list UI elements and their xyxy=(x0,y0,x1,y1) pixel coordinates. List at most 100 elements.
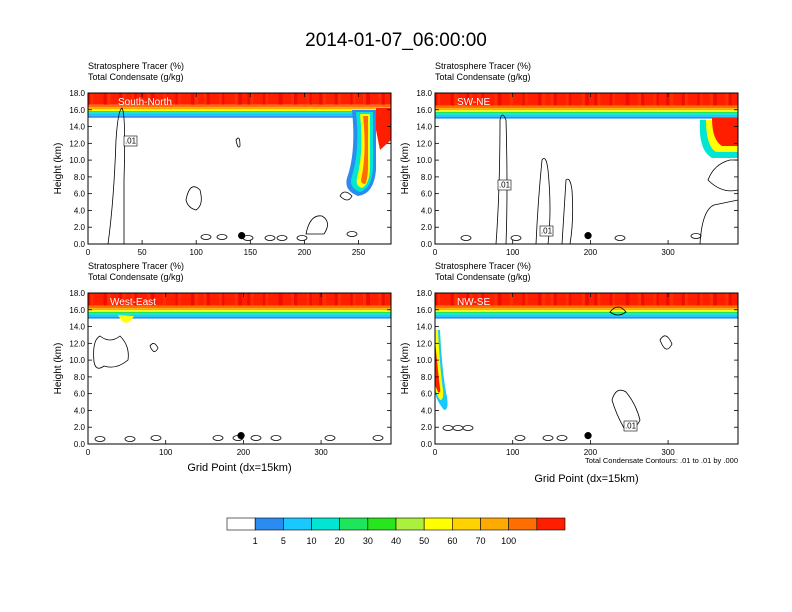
tracer-streak xyxy=(700,93,703,106)
y-tick-label: 12.0 xyxy=(69,339,85,348)
colorbar-swatch xyxy=(480,517,509,531)
tracer-streak xyxy=(366,93,371,105)
colorbar-swatch xyxy=(339,517,369,531)
x-tick-label: 100 xyxy=(506,448,520,457)
svg-text:.01: .01 xyxy=(125,137,137,146)
y-tick-label: 0.0 xyxy=(421,240,433,249)
tracer-streak xyxy=(569,93,572,106)
panel-name: NW-SE xyxy=(457,297,490,308)
tracer-streak xyxy=(150,293,155,306)
x-tick-label: 100 xyxy=(506,248,520,257)
location-marker xyxy=(237,432,245,440)
tracer-streak xyxy=(206,93,210,105)
tracer-band xyxy=(88,113,391,117)
colorbar-label: 70 xyxy=(475,536,485,546)
tracer-streak xyxy=(322,293,327,306)
contour-label: .01 xyxy=(123,135,138,147)
tracer-streak xyxy=(381,293,385,306)
tracer-streak xyxy=(453,93,458,106)
tracer-streak xyxy=(203,293,207,306)
tracer-streak xyxy=(353,93,356,105)
colorbar-label: 1 xyxy=(253,536,258,546)
tracer-streak xyxy=(613,293,616,306)
tracer-streak xyxy=(478,293,481,306)
y-tick-label: 2.0 xyxy=(421,423,433,432)
condensate-contours xyxy=(107,107,358,244)
tracer-streak xyxy=(247,93,251,105)
tracer-streak xyxy=(609,293,612,306)
condensate-contours xyxy=(93,335,384,442)
tracer-streak xyxy=(237,293,242,306)
tracer-band xyxy=(88,313,391,315)
colorbar: 1 5 10 20 30 40 50 60 70 100 xyxy=(226,517,566,546)
tracer-streak xyxy=(106,293,111,306)
tracer-band xyxy=(88,109,391,112)
tracer-band xyxy=(88,308,391,311)
tracer-streak xyxy=(194,293,199,306)
tracer-streak xyxy=(334,293,338,306)
tracer-streak xyxy=(541,293,546,306)
tracer-streak xyxy=(306,93,309,105)
plot-frame xyxy=(87,92,392,245)
tracer-band xyxy=(88,316,391,319)
tracer-streak xyxy=(203,93,207,105)
x-tick-label: 0 xyxy=(86,448,91,457)
y-tick-label: 16.0 xyxy=(69,306,85,315)
tracer-streak xyxy=(362,93,367,105)
tracer-streak xyxy=(294,93,298,105)
tracer-streak xyxy=(584,293,589,306)
tracer-streak xyxy=(453,293,458,306)
tracer-intrusion xyxy=(361,116,368,184)
colorbar-swatch xyxy=(508,517,538,531)
colorbar-label: 30 xyxy=(363,536,373,546)
tracer-streak xyxy=(541,93,546,106)
tracer-band xyxy=(435,308,738,311)
colorbar-swatch xyxy=(395,517,425,531)
y-tick-label: 0.0 xyxy=(74,240,86,249)
tracer-streak xyxy=(700,293,703,306)
colorbar-swatch xyxy=(367,517,397,531)
plot-area xyxy=(88,293,391,444)
tracer-streak xyxy=(666,93,671,106)
y-tick-label: 14.0 xyxy=(416,323,432,332)
plot-area: .01 .01 xyxy=(435,93,738,244)
tracer-band xyxy=(435,311,738,314)
tracer-streak xyxy=(350,93,353,105)
tracer-streak xyxy=(435,93,437,106)
tracer-streak xyxy=(278,93,283,105)
tracer-streak xyxy=(337,293,341,306)
y-tick-label: 18.0 xyxy=(416,289,432,298)
y-tick-label: 8.0 xyxy=(421,373,433,382)
tracer-streak xyxy=(566,293,569,306)
y-tick-label: 10.0 xyxy=(416,156,432,165)
tracer-streak xyxy=(638,293,642,306)
tracer-streak xyxy=(88,93,90,105)
tracer-streak xyxy=(625,293,630,306)
tracer-streak xyxy=(494,93,499,106)
y-axis-label: Height (km) xyxy=(400,143,411,195)
tracer-streak xyxy=(250,93,254,105)
tracer-streak xyxy=(641,293,645,306)
tracer-streak xyxy=(131,293,134,306)
panel-title-tracer: Stratosphere Tracer (%) xyxy=(88,261,184,271)
tracer-band xyxy=(88,107,391,110)
location-marker xyxy=(238,232,246,240)
tracer-streak xyxy=(609,93,612,106)
colorbar-label: 10 xyxy=(306,536,316,546)
tracer-streak xyxy=(466,93,470,106)
y-tick-label: 18.0 xyxy=(69,289,85,298)
tracer-streak xyxy=(378,93,382,105)
y-tick-label: 4.0 xyxy=(421,406,433,415)
x-tick-label: 200 xyxy=(584,248,598,257)
tracer-streak xyxy=(322,93,327,105)
tracer-streak xyxy=(266,93,269,105)
tracer-streak xyxy=(494,293,499,306)
tracer-streak xyxy=(481,293,484,306)
tracer-streak xyxy=(522,93,525,106)
tracer-streak xyxy=(191,293,196,306)
tracer-band xyxy=(435,108,738,111)
tracer-streak xyxy=(697,293,700,306)
tracer-band xyxy=(88,112,391,114)
y-tick-label: 10.0 xyxy=(416,356,432,365)
tracer-streak xyxy=(478,93,481,106)
